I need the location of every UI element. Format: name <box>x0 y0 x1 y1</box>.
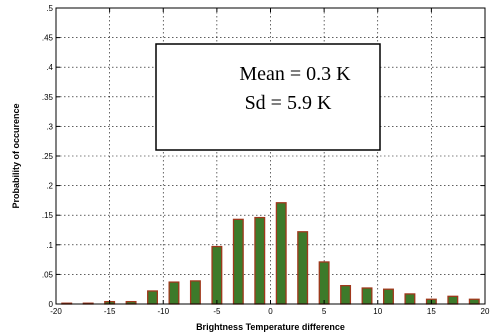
y-tick-label: .05 <box>42 270 54 279</box>
histogram-bar <box>254 216 266 305</box>
histogram-bar <box>168 281 180 305</box>
y-tick-label: .4 <box>46 63 53 72</box>
histogram-bar <box>404 293 416 305</box>
histogram-bar <box>361 287 373 305</box>
x-tick-label: 20 <box>481 307 490 316</box>
annotation-mean: Mean = 0.3 K <box>239 63 351 85</box>
histogram-bar <box>318 261 330 305</box>
y-tick-label: .3 <box>46 122 53 131</box>
y-tick-label: .2 <box>46 182 53 191</box>
y-tick-label: .35 <box>42 93 54 102</box>
y-tick-label: .45 <box>42 34 54 43</box>
x-tick-label: 5 <box>322 307 327 316</box>
y-tick-label: .1 <box>46 241 53 250</box>
histogram-bar <box>232 218 244 305</box>
histogram-bar <box>189 280 201 305</box>
x-tick-label: -10 <box>157 307 169 316</box>
x-tick-label: -5 <box>213 307 221 316</box>
x-tick-label: 15 <box>427 307 436 316</box>
histogram-bar <box>147 290 159 305</box>
y-tick-label: 0 <box>49 300 54 309</box>
annotation-sd: Sd = 5.9 K <box>245 92 332 114</box>
histogram-bar <box>382 288 394 305</box>
histogram-bar <box>447 295 459 305</box>
y-axis-ticks: 0 .05 .1 .15 .2 .25 .3 .35 .4 .45 .5 <box>42 4 485 309</box>
x-tick-label: -20 <box>50 307 62 316</box>
stats-annotation-box: Mean = 0.3 K Sd = 5.9 K <box>155 43 381 151</box>
annotation-frame <box>155 43 381 151</box>
x-axis-ticks: -20 -15 -10 -5 0 5 10 15 20 <box>50 8 490 316</box>
histogram-bar <box>297 231 309 305</box>
x-tick-label: 0 <box>268 307 273 316</box>
histogram-bar <box>211 245 223 305</box>
x-axis-label: Brightness Temperature difference <box>196 322 345 332</box>
y-tick-label: .5 <box>46 4 53 13</box>
y-axis-label: Probability of occurence <box>11 103 21 208</box>
x-tick-label: 10 <box>373 307 382 316</box>
y-tick-label: .25 <box>42 152 54 161</box>
y-tick-label: .15 <box>42 211 54 220</box>
histogram-bar <box>275 202 287 305</box>
histogram-bar <box>340 284 352 305</box>
histogram-bar <box>468 298 480 305</box>
x-tick-label: -15 <box>104 307 116 316</box>
